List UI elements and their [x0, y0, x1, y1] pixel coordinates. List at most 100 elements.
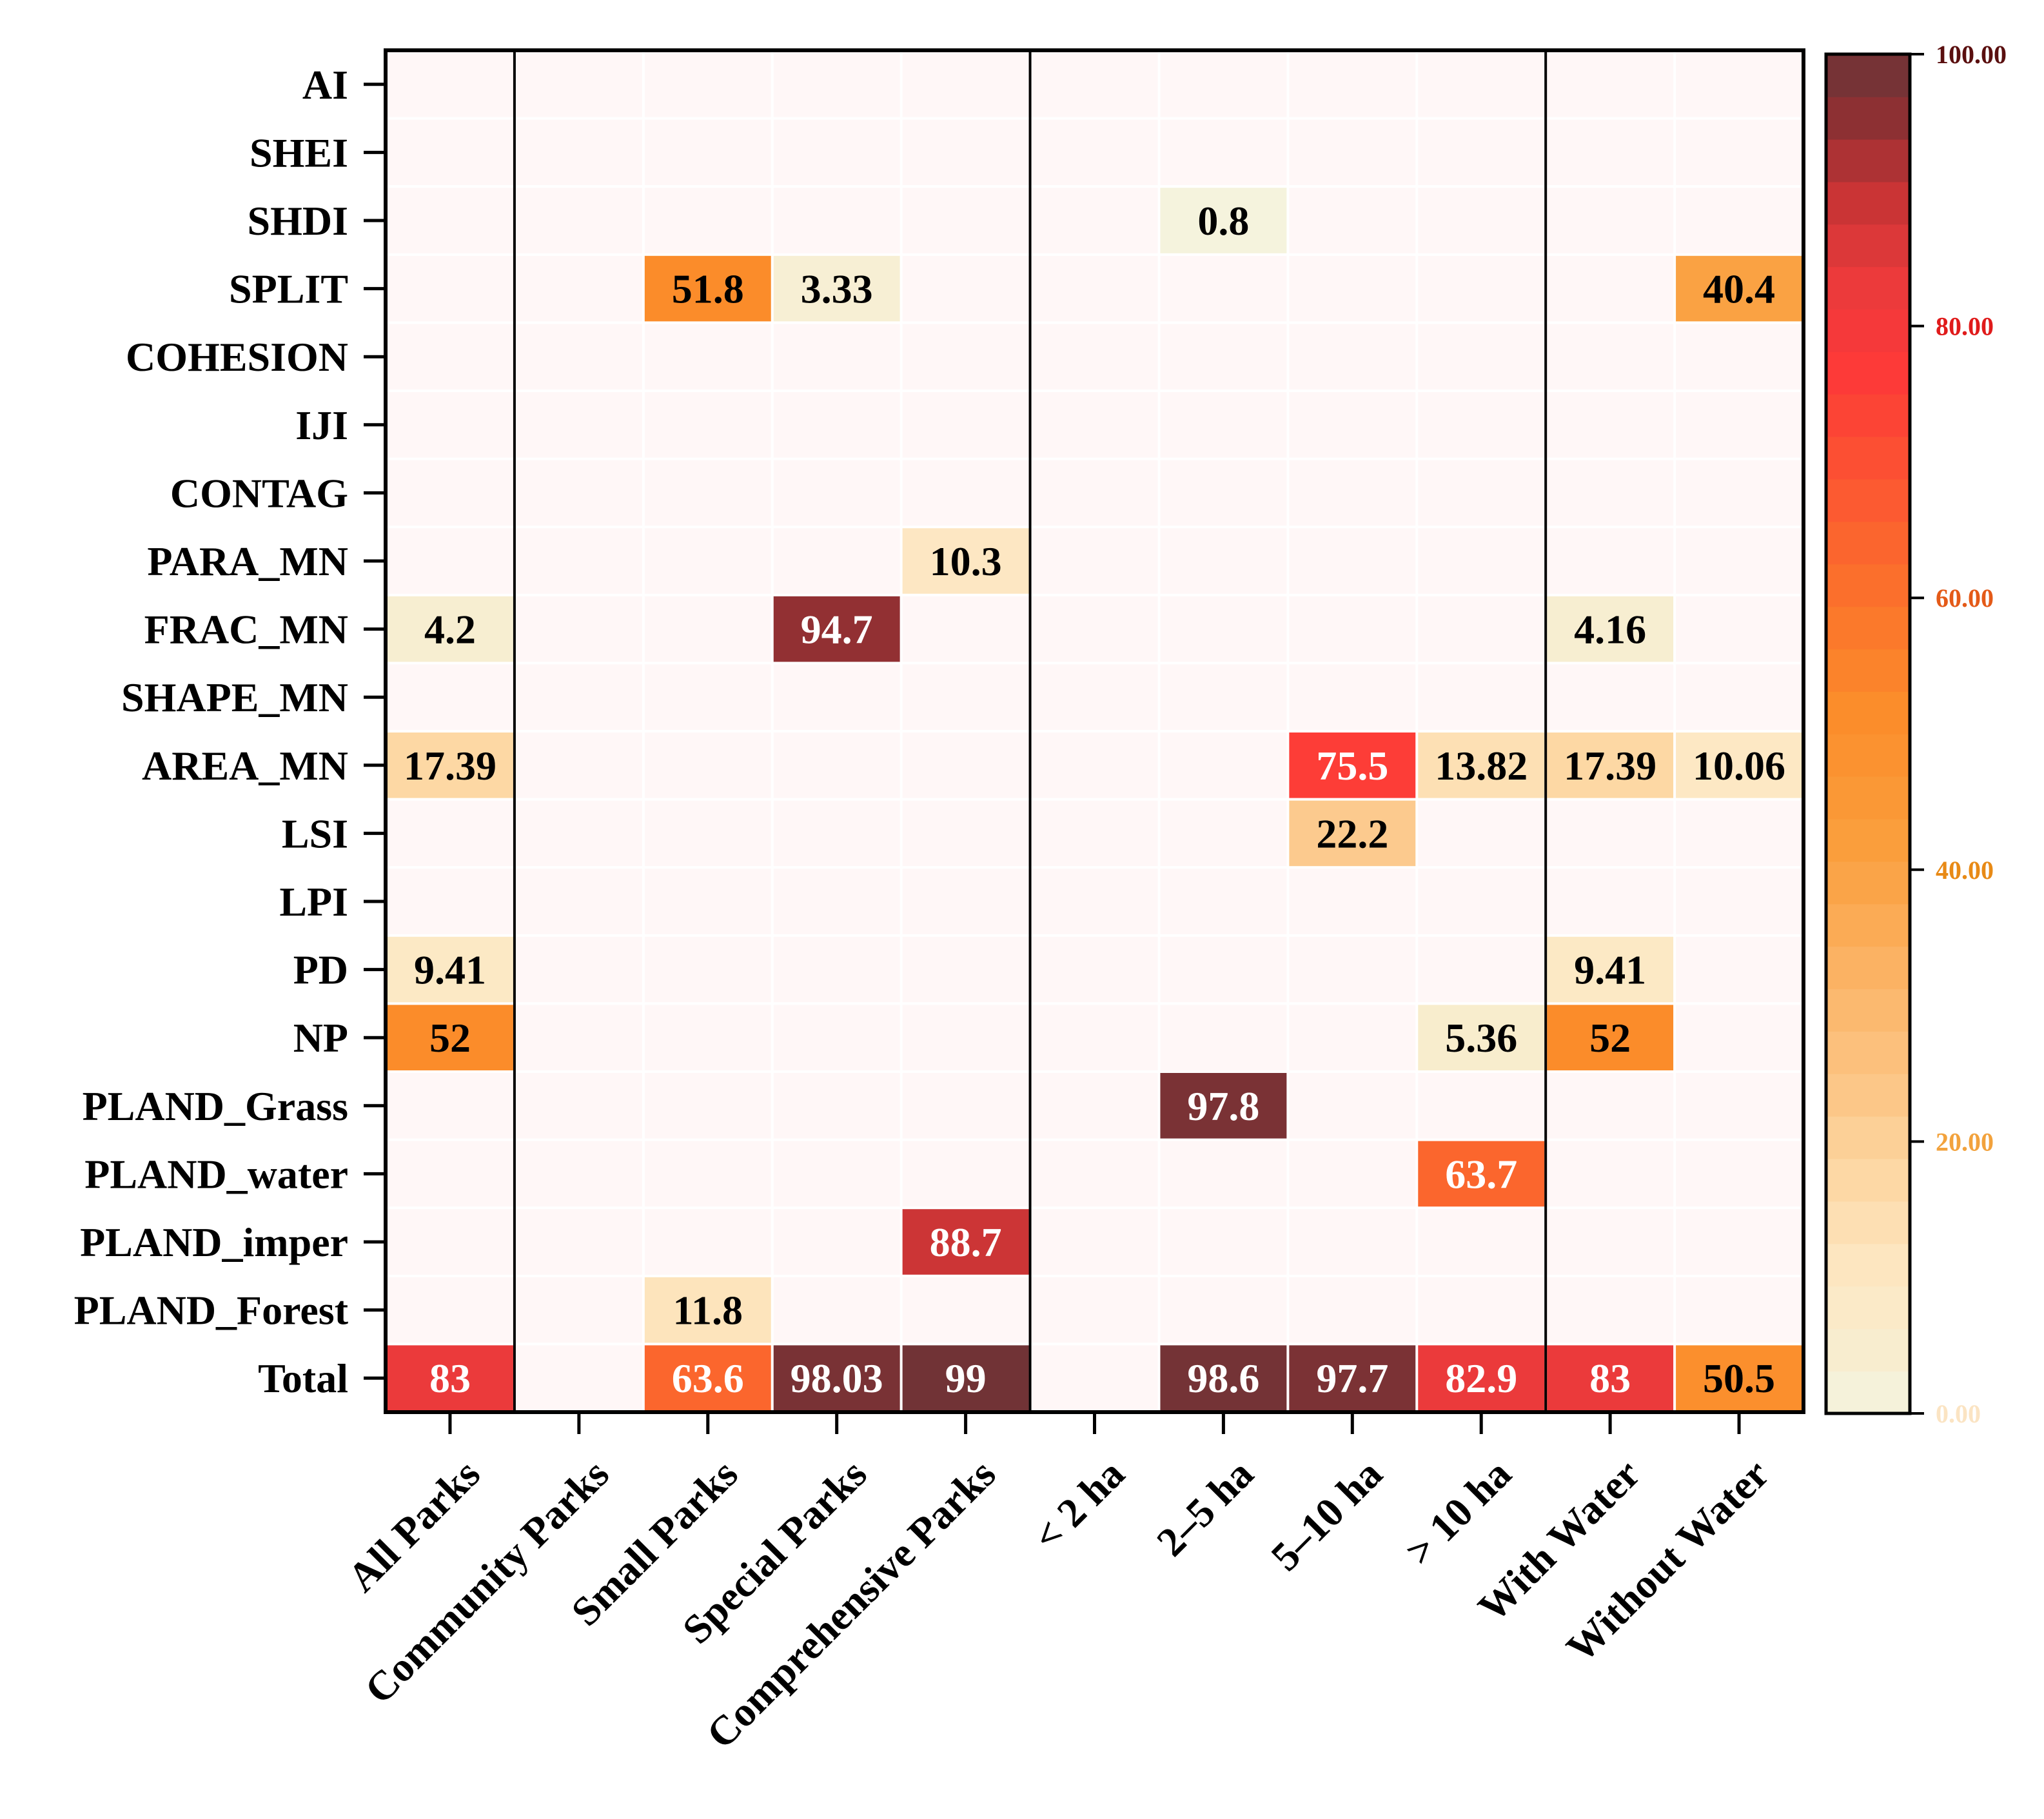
colorbar-segment — [1826, 903, 1910, 947]
heatmap-cell — [1031, 1345, 1158, 1411]
heatmap-cell — [515, 1073, 642, 1139]
heatmap-cell — [515, 1005, 642, 1070]
colorbar-tick-label: 40.00 — [1936, 856, 1994, 885]
heatmap-cell — [1418, 460, 1545, 526]
cell-value-label: 10.3 — [930, 538, 1002, 584]
heatmap-cell — [1289, 528, 1416, 594]
colorbar-segment — [1826, 309, 1910, 352]
heatmap-cell — [1547, 188, 1674, 253]
heatmap-cell — [1160, 1005, 1287, 1070]
heatmap-cell — [515, 1345, 642, 1411]
heatmap-cell — [902, 596, 1029, 662]
heatmap-cell — [644, 1209, 771, 1275]
heatmap-cell — [1676, 664, 1802, 730]
row-label-pland-water: PLAND_water — [84, 1151, 348, 1197]
heatmap-cell — [902, 1073, 1029, 1139]
heatmap-cell — [1676, 188, 1802, 253]
heatmap-cell — [773, 528, 900, 594]
heatmap-cell — [773, 1141, 900, 1207]
cell-value-label: 11.8 — [673, 1288, 743, 1333]
colorbar-segment — [1826, 649, 1910, 692]
cell-value-label: 3.33 — [801, 266, 873, 312]
heatmap-cell — [1547, 733, 1674, 798]
heatmap-cell — [773, 52, 900, 117]
cell-value-label: 40.4 — [1703, 266, 1775, 312]
cell-value-label: 0.8 — [1197, 198, 1249, 244]
heatmap-cell — [515, 392, 642, 458]
cell-value-label: 52 — [1589, 1015, 1631, 1061]
colorbar-segment — [1826, 1201, 1910, 1244]
heatmap-cell — [1547, 52, 1674, 117]
colorbar-segment — [1826, 1031, 1910, 1074]
heatmap-cell — [1418, 188, 1545, 253]
heatmap-cell — [1289, 936, 1416, 1003]
heatmap-cell — [1031, 255, 1158, 322]
heatmap-cell — [902, 460, 1029, 526]
heatmap-cell — [1418, 733, 1545, 798]
heatmap-cell — [773, 869, 900, 934]
colorbar-tick-label: 0.00 — [1936, 1399, 1981, 1428]
colorbar-frame — [1824, 52, 1912, 1415]
row-label-lpi: LPI — [279, 879, 348, 925]
cell-value-label: 4.2 — [424, 607, 476, 653]
heatmap-cell — [515, 1277, 642, 1343]
heatmap-cell — [902, 52, 1029, 117]
heatmap-cell — [515, 188, 642, 253]
heatmap-cell — [1031, 1005, 1158, 1070]
colorbar-segment — [1826, 1074, 1910, 1117]
heatmap-cell — [902, 528, 1029, 594]
heatmap-cell — [515, 119, 642, 186]
heatmap-cell — [1289, 664, 1416, 730]
heatmap-cell — [1676, 1073, 1802, 1139]
heatmap-cell — [387, 936, 513, 1003]
cell-value-label: 63.6 — [672, 1355, 744, 1401]
heatmap-cell — [387, 1209, 513, 1275]
cell-value-label: 13.82 — [1435, 743, 1528, 789]
heatmap-cell — [387, 255, 513, 322]
heatmap-cell — [1547, 460, 1674, 526]
heatmap-cell — [1418, 1005, 1545, 1070]
heatmap-cell — [1547, 664, 1674, 730]
cell-value-label: 52 — [429, 1015, 471, 1061]
heatmap-cell — [1031, 528, 1158, 594]
heatmap-cell — [387, 188, 513, 253]
heatmap-cell — [773, 596, 900, 662]
heatmap-cell — [1031, 800, 1158, 867]
heatmap-cell — [773, 664, 900, 730]
colorbar-tick-label: 60.00 — [1936, 584, 1994, 613]
heatmap-cell — [1289, 800, 1416, 867]
heatmap-cell — [644, 1073, 771, 1139]
heatmap-cell — [1160, 1141, 1287, 1207]
colorbar-segment — [1826, 139, 1910, 182]
heatmap-cell — [644, 733, 771, 798]
heatmap-cell — [515, 460, 642, 526]
cell-value-label: 17.39 — [1564, 743, 1656, 789]
heatmap-cell — [1418, 664, 1545, 730]
heatmap-cell — [1676, 1345, 1802, 1411]
colorbar-segment — [1826, 606, 1910, 650]
heatmap-cell — [387, 733, 513, 798]
heatmap-cell — [1418, 1141, 1545, 1207]
heatmap-cell — [1547, 1345, 1674, 1411]
heatmap-cell — [1289, 52, 1416, 117]
heatmap-cell — [902, 119, 1029, 186]
heatmap-cell — [644, 664, 771, 730]
heatmap-cell — [1160, 324, 1287, 389]
heatmap-cell — [773, 1277, 900, 1343]
heatmap-cell — [1160, 664, 1287, 730]
heatmap-cell — [1289, 1073, 1416, 1139]
heatmap-cell — [1676, 869, 1802, 934]
heatmap-cell — [902, 733, 1029, 798]
row-label-pland-forest: PLAND_Forest — [74, 1288, 349, 1333]
heatmap-cell — [644, 188, 771, 253]
heatmap-cell — [1031, 392, 1158, 458]
heatmap-cell — [773, 1209, 900, 1275]
row-label-np: NP — [293, 1015, 348, 1061]
heatmap-cell — [515, 255, 642, 322]
row-label-iji: IJI — [295, 402, 348, 448]
heatmap-cell — [1547, 119, 1674, 186]
cell-value-label: 51.8 — [672, 266, 744, 312]
colorbar-segment — [1826, 96, 1910, 140]
heatmap-cell — [1418, 1345, 1545, 1411]
